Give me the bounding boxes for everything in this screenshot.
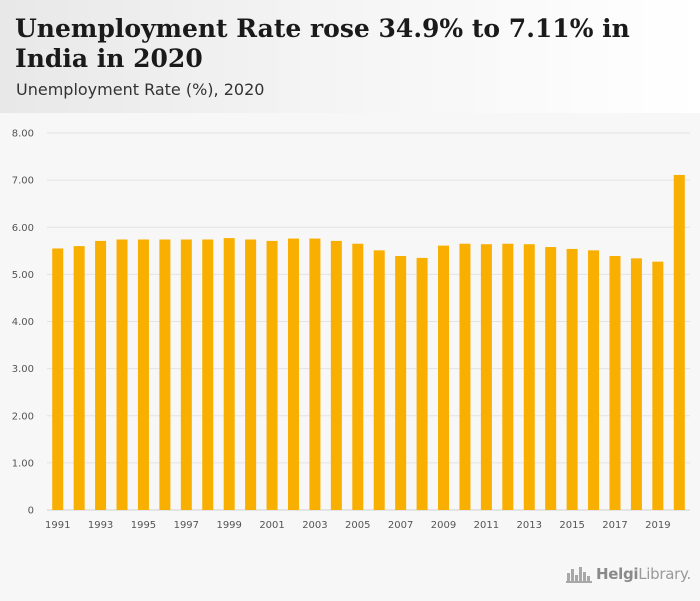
- bar-2008[interactable]: [416, 257, 428, 510]
- grid-lines: [47, 132, 690, 511]
- x-tick-label: 1997: [174, 520, 199, 531]
- x-tick-label: 2017: [602, 520, 627, 531]
- x-tick-label: 1999: [216, 520, 241, 531]
- x-tick-label: 2007: [388, 520, 413, 531]
- x-tick-label: 2005: [345, 520, 370, 531]
- y-tick-label: 7.00: [12, 176, 34, 187]
- bar-2010[interactable]: [459, 243, 471, 510]
- brand-name: HelgiLibrary.: [596, 565, 691, 583]
- bar-1997[interactable]: [180, 239, 192, 510]
- city-skyline-icon: [566, 567, 592, 583]
- bar-1998[interactable]: [202, 239, 214, 510]
- bar-2001[interactable]: [266, 240, 278, 510]
- bar-1999[interactable]: [223, 238, 235, 510]
- bar-1996[interactable]: [159, 239, 171, 510]
- bar-2014[interactable]: [545, 247, 557, 511]
- chart-header: Unemployment Rate rose 34.9% to 7.11% in…: [0, 0, 700, 113]
- bar-2018[interactable]: [630, 258, 642, 510]
- bar-2015[interactable]: [566, 248, 578, 511]
- x-tick-label: 2019: [645, 520, 670, 531]
- y-tick-label: 1.00: [12, 458, 34, 469]
- y-axis-ticks: 0 1.00 2.00 3.00 4.00 5.00 6.00 7.00 8.00: [12, 129, 34, 517]
- bar-2004[interactable]: [330, 240, 342, 510]
- bar-2009[interactable]: [438, 245, 450, 510]
- chart-title: Unemployment Rate rose 34.9% to 7.11% in…: [15, 14, 630, 73]
- y-tick-label: 5.00: [12, 270, 34, 281]
- bar-2017[interactable]: [609, 255, 621, 510]
- bar-1994[interactable]: [116, 239, 128, 510]
- x-tick-label: 1991: [45, 520, 70, 531]
- x-tick-label: 2015: [559, 520, 584, 531]
- bar-2016[interactable]: [588, 250, 600, 510]
- brand-name-rest: Library.: [638, 565, 691, 583]
- x-axis-ticks: 1991 1993 1995 1997 1999 2001 2003 2005 2007 2009…: [45, 520, 671, 531]
- bar-1995[interactable]: [137, 239, 149, 510]
- y-tick-label: 0: [28, 506, 34, 517]
- brand-name-bold: Helgi: [596, 565, 639, 583]
- y-tick-label: 4.00: [12, 317, 34, 328]
- x-tick-label: 2013: [517, 520, 542, 531]
- bar-2011[interactable]: [480, 244, 492, 510]
- bar-1993[interactable]: [95, 240, 107, 510]
- chart-subtitle: Unemployment Rate (%), 2020: [16, 80, 265, 99]
- y-tick-label: 8.00: [12, 129, 34, 140]
- bar-chart: 01.002.003.004.005.006.007.008.00 1991 19…: [12, 129, 690, 531]
- x-tick-label: 1995: [131, 520, 156, 531]
- bar-2007[interactable]: [395, 255, 407, 510]
- y-tick-label: 3.00: [12, 364, 34, 375]
- x-tick-label: 1993: [88, 520, 113, 531]
- bar-2005[interactable]: [352, 243, 364, 510]
- y-tick-label: 6.00: [12, 223, 34, 234]
- bar-1992[interactable]: [73, 246, 85, 510]
- y-tick-label: 2.00: [12, 411, 34, 422]
- bar-2006[interactable]: [373, 250, 385, 510]
- bar-2020[interactable]: [673, 174, 685, 510]
- helgi-library-logo[interactable]: HelgiLibrary.: [566, 563, 691, 585]
- x-tick-label: 2001: [259, 520, 284, 531]
- chart-area: 0 1.00 2.00 3.00 4.00 5.00 6.00 7.00 8.00 1991 19…: [0, 113, 700, 596]
- bar-2000[interactable]: [245, 239, 257, 510]
- bar-2013[interactable]: [523, 244, 535, 510]
- bars: [52, 174, 685, 511]
- bar-2019[interactable]: [652, 261, 664, 510]
- bar-1991[interactable]: [52, 248, 64, 511]
- x-tick-label: 2011: [474, 520, 499, 531]
- x-tick-label: 2009: [431, 520, 456, 531]
- x-tick-label: 2003: [302, 520, 327, 531]
- bar-2003[interactable]: [309, 238, 321, 510]
- bar-2012[interactable]: [502, 243, 514, 510]
- bar-2002[interactable]: [287, 238, 299, 510]
